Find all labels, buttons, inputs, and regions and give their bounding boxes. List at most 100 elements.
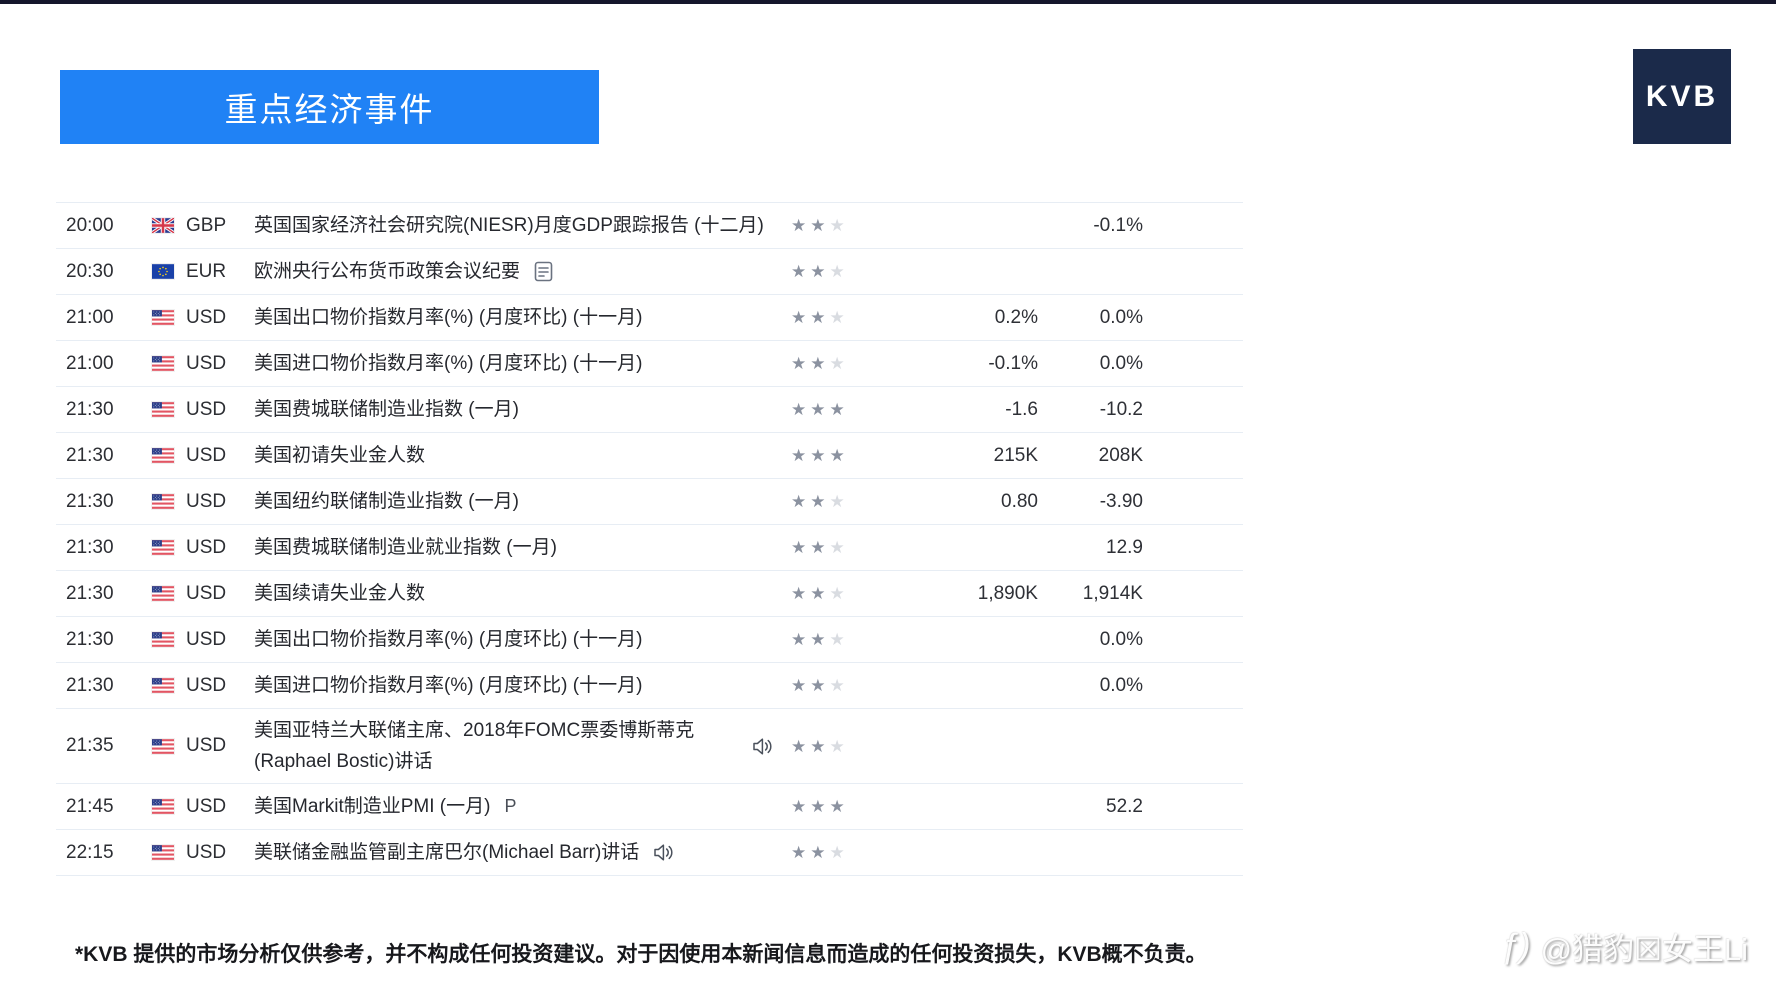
us-flag (152, 402, 186, 417)
currency-code: USD (186, 628, 227, 650)
event-value-2: -3.90 (1099, 490, 1143, 512)
currency-code: USD (186, 444, 227, 466)
star-icon: ★ (791, 492, 811, 511)
star-icon: ★ (829, 262, 849, 281)
star-icon: ★ (810, 797, 830, 816)
event-value-2: -0.1% (1093, 214, 1143, 236)
event-cell: 美国出口物价指数月率(%) (月度环比) (十一月) (254, 296, 783, 339)
event-cell: 美国续请失业金人数 (254, 572, 783, 615)
currency-code: USD (186, 674, 227, 696)
preliminary-marker: P (504, 796, 517, 816)
currency-code: GBP (186, 214, 227, 236)
importance-stars: ★★★ (783, 798, 928, 815)
star-icon: ★ (810, 676, 830, 695)
star-icon: ★ (791, 797, 811, 816)
disclaimer-text: *KVB 提供的市场分析仅供参考，并不构成任何投资建议。对于因使用本新闻信息而造… (75, 943, 1207, 966)
event-cell: 美国进口物价指数月率(%) (月度环比) (十一月) (254, 664, 783, 707)
star-icon: ★ (791, 400, 811, 419)
star-icon: ★ (829, 630, 849, 649)
event-row: 21:00 USD 美国出口物价指数月率(%) (月度环比) (十一月) ★★★… (56, 295, 1243, 341)
event-time: 21:45 (66, 795, 114, 817)
event-time: 21:00 (66, 352, 114, 374)
star-icon: ★ (810, 216, 830, 235)
star-icon: ★ (829, 676, 849, 695)
star-icon: ★ (829, 797, 849, 816)
event-row: 21:30 USD 美国出口物价指数月率(%) (月度环比) (十一月) ★★★… (56, 617, 1243, 663)
star-icon: ★ (829, 492, 849, 511)
importance-stars: ★★★ (783, 401, 928, 418)
star-icon: ★ (810, 308, 830, 327)
currency-code: USD (186, 735, 227, 756)
event-name: 美国续请失业金人数 (254, 583, 426, 604)
us-flag (152, 738, 186, 754)
importance-stars: ★★★ (783, 539, 928, 556)
star-icon: ★ (829, 843, 849, 862)
event-cell: 美国亚特兰大联储主席、2018年FOMC票委博斯蒂克(Raphael Bosti… (254, 709, 783, 783)
importance-stars: ★★★ (783, 447, 928, 464)
kvb-logo-text: KVB (1645, 79, 1719, 113)
event-name: 美国亚特兰大联储主席、2018年FOMC票委博斯蒂克(Raphael Bosti… (254, 720, 695, 772)
star-icon: ★ (791, 843, 811, 862)
event-time: 20:30 (66, 260, 114, 282)
us-flag (152, 586, 186, 601)
importance-stars: ★★★ (783, 585, 928, 602)
event-row: 21:30 USD 美国续请失业金人数 ★★★ 1,890K 1,914K (56, 571, 1243, 617)
currency-code: USD (186, 582, 227, 604)
event-row: 21:00 USD 美国进口物价指数月率(%) (月度环比) (十一月) ★★★… (56, 341, 1243, 387)
events-table-body: 20:00 GBP 英国国家经济社会研究院(NIESR)月度GDP跟踪报告 (十… (56, 203, 1243, 876)
page-title: 重点经济事件 (224, 91, 435, 128)
event-time: 21:00 (66, 306, 114, 328)
event-value-2: 0.0% (1099, 306, 1143, 328)
event-name: 美联储金融监管副主席巴尔(Michael Barr)讲话 (254, 842, 640, 863)
star-icon: ★ (810, 446, 830, 465)
star-icon: ★ (829, 736, 849, 756)
watermark-text: @猎豹☒女王Li (1540, 932, 1748, 967)
event-cell: 美联储金融监管副主席巴尔(Michael Barr)讲话 (254, 831, 783, 874)
section-title-banner: 重点经济事件 (60, 70, 599, 144)
star-icon: ★ (810, 492, 830, 511)
event-name: 美国出口物价指数月率(%) (月度环比) (十一月) (254, 307, 643, 328)
event-value-1: 0.80 (1001, 490, 1038, 512)
event-row: 21:30 USD 美国费城联储制造业指数 (一月) ★★★ -1.6 -10.… (56, 387, 1243, 433)
speaker-icon[interactable] (752, 737, 773, 756)
event-time: 21:30 (66, 628, 114, 650)
event-time: 21:35 (66, 735, 114, 756)
event-name: 美国纽约联储制造业指数 (一月) (254, 491, 519, 512)
watermark-logo-icon: ƒ) (1500, 927, 1531, 965)
us-flag (152, 540, 186, 555)
currency-code: USD (186, 352, 227, 374)
currency-code: USD (186, 795, 227, 817)
star-icon: ★ (829, 584, 849, 603)
us-flag (152, 632, 186, 647)
star-icon: ★ (791, 354, 811, 373)
event-name: 美国Markit制造业PMI (一月) (254, 796, 491, 817)
event-cell: 美国初请失业金人数 (254, 434, 783, 477)
star-icon: ★ (810, 354, 830, 373)
events-table: 20:00 GBP 英国国家经济社会研究院(NIESR)月度GDP跟踪报告 (十… (56, 202, 1243, 876)
top-divider-bar (0, 0, 1776, 4)
star-icon: ★ (829, 538, 849, 557)
star-icon: ★ (791, 216, 811, 235)
star-icon: ★ (829, 308, 849, 327)
star-icon: ★ (829, 216, 849, 235)
importance-stars: ★★★ (783, 355, 928, 372)
event-name: 美国进口物价指数月率(%) (月度环比) (十一月) (254, 353, 643, 374)
event-row: 21:30 USD 美国费城联储制造业就业指数 (一月) ★★★ 12.9 (56, 525, 1243, 571)
us-flag (152, 310, 186, 325)
speaker-icon[interactable] (653, 843, 674, 862)
document-icon[interactable] (534, 261, 553, 282)
event-time: 21:30 (66, 582, 114, 604)
event-row: 21:35 USD 美国亚特兰大联储主席、2018年FOMC票委博斯蒂克(Rap… (56, 709, 1243, 784)
star-icon: ★ (810, 736, 830, 756)
kvb-logo: KVB (1633, 49, 1731, 144)
star-icon: ★ (791, 630, 811, 649)
us-flag (152, 845, 186, 860)
event-cell: 欧洲央行公布货币政策会议纪要 (254, 250, 783, 293)
us-flag (152, 448, 186, 463)
star-icon: ★ (791, 538, 811, 557)
currency-code: USD (186, 536, 227, 558)
star-icon: ★ (810, 843, 830, 862)
event-time: 21:30 (66, 674, 114, 696)
event-row: 22:15 USD 美联储金融监管副主席巴尔(Michael Barr)讲话 ★… (56, 830, 1243, 876)
